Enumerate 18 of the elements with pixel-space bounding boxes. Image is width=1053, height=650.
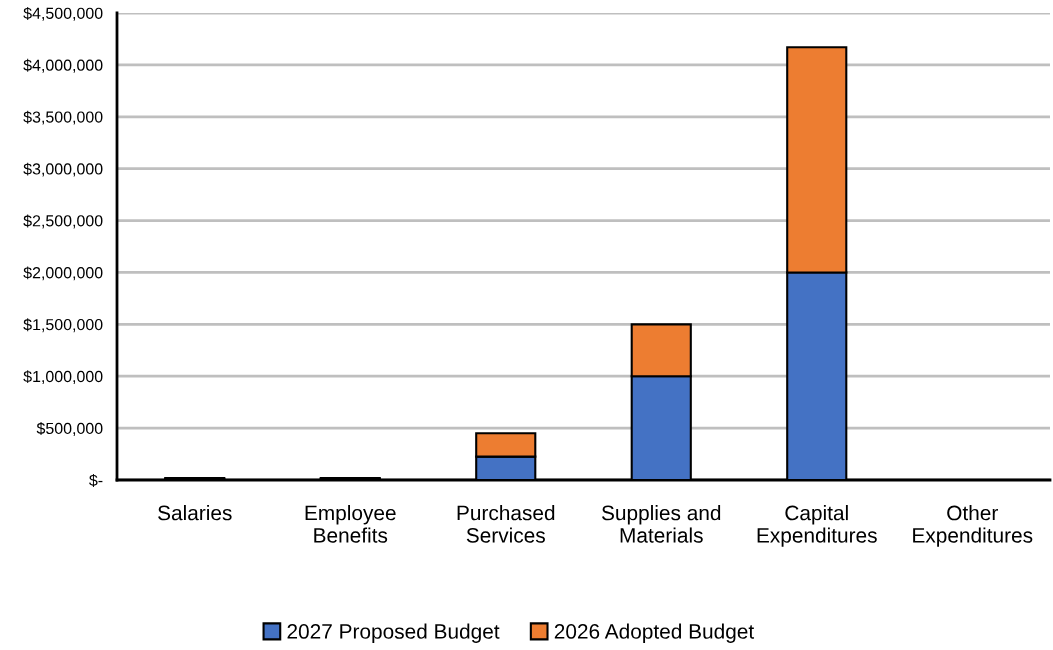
legend-label: 2027 Proposed Budget — [287, 623, 500, 643]
x-tick-label: Capital Expenditures — [757, 505, 877, 547]
x-tick-label: Purchased Services — [457, 505, 555, 543]
y-tick-label: $1,500,000 — [23, 318, 103, 333]
x-tick-label: Other Expenditures — [913, 505, 1033, 547]
x-tick-label: Salaries — [158, 505, 232, 521]
y-tick-label: $3,500,000 — [23, 110, 103, 125]
y-tick-label: $4,500,000 — [23, 6, 103, 21]
y-tick-label: $500,000 — [36, 422, 103, 436]
x-tick-label: Employee Benefits — [305, 505, 396, 543]
legend-label: 2026 Adopted Budget — [554, 623, 755, 643]
y-tick-label: $1,000,000 — [23, 370, 103, 385]
y-tick-label: $- — [89, 473, 103, 487]
x-tick-label: Supplies and Materials — [601, 505, 721, 543]
y-tick-label: $2,000,000 — [23, 266, 103, 281]
y-tick-label: $2,500,000 — [23, 214, 103, 229]
y-tick-label: $3,000,000 — [23, 162, 103, 177]
y-tick-label: $4,000,000 — [23, 58, 103, 73]
